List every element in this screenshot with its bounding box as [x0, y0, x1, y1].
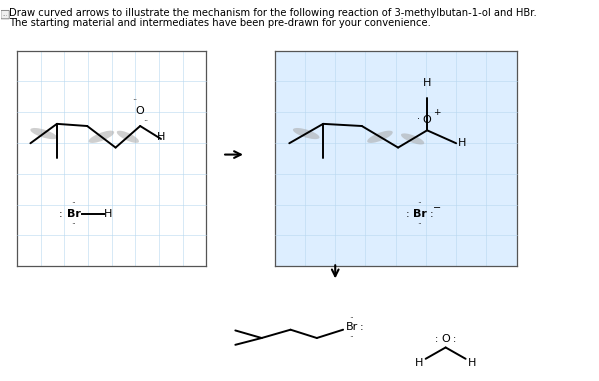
Text: ··: ··	[349, 333, 354, 342]
Text: ··: ··	[418, 221, 422, 229]
Bar	[17, 51, 207, 266]
Ellipse shape	[89, 131, 114, 143]
Text: H: H	[415, 358, 423, 368]
Ellipse shape	[401, 133, 424, 144]
Bar	[275, 51, 516, 266]
Text: H: H	[468, 358, 476, 368]
Text: O: O	[423, 115, 431, 125]
Text: ··: ··	[143, 117, 148, 126]
Text: ·: ·	[418, 115, 420, 125]
Text: :: :	[453, 334, 456, 344]
Text: :: :	[406, 210, 410, 219]
Text: :: :	[59, 210, 63, 219]
Text: −: −	[433, 203, 441, 213]
Text: H: H	[423, 78, 431, 88]
Text: O: O	[441, 334, 450, 344]
Text: Br: Br	[67, 210, 81, 219]
Text: ··: ··	[71, 221, 76, 229]
Ellipse shape	[293, 128, 319, 139]
Text: O: O	[136, 106, 144, 116]
Text: Br: Br	[413, 210, 427, 219]
Text: The starting material and intermediates have been pre-drawn for your convenience: The starting material and intermediates …	[9, 18, 431, 29]
Text: Draw curved arrows to illustrate the mechanism for the following reaction of 3-m: Draw curved arrows to illustrate the mec…	[9, 8, 537, 18]
Ellipse shape	[31, 128, 57, 139]
Text: ··: ··	[132, 96, 138, 105]
Text: :: :	[359, 322, 363, 332]
Ellipse shape	[367, 131, 393, 143]
Text: H: H	[104, 210, 112, 219]
Ellipse shape	[117, 131, 139, 143]
Text: H: H	[157, 132, 165, 142]
Text: :: :	[435, 334, 438, 344]
Text: ··: ··	[349, 314, 354, 323]
Text: ··: ··	[71, 199, 76, 208]
Text: +: +	[433, 108, 440, 117]
Text: ··: ··	[418, 199, 422, 208]
Text: Br: Br	[346, 322, 359, 332]
Text: ...: ...	[2, 12, 8, 17]
Text: :: :	[430, 210, 434, 219]
Text: H: H	[458, 138, 467, 148]
FancyBboxPatch shape	[1, 10, 9, 19]
